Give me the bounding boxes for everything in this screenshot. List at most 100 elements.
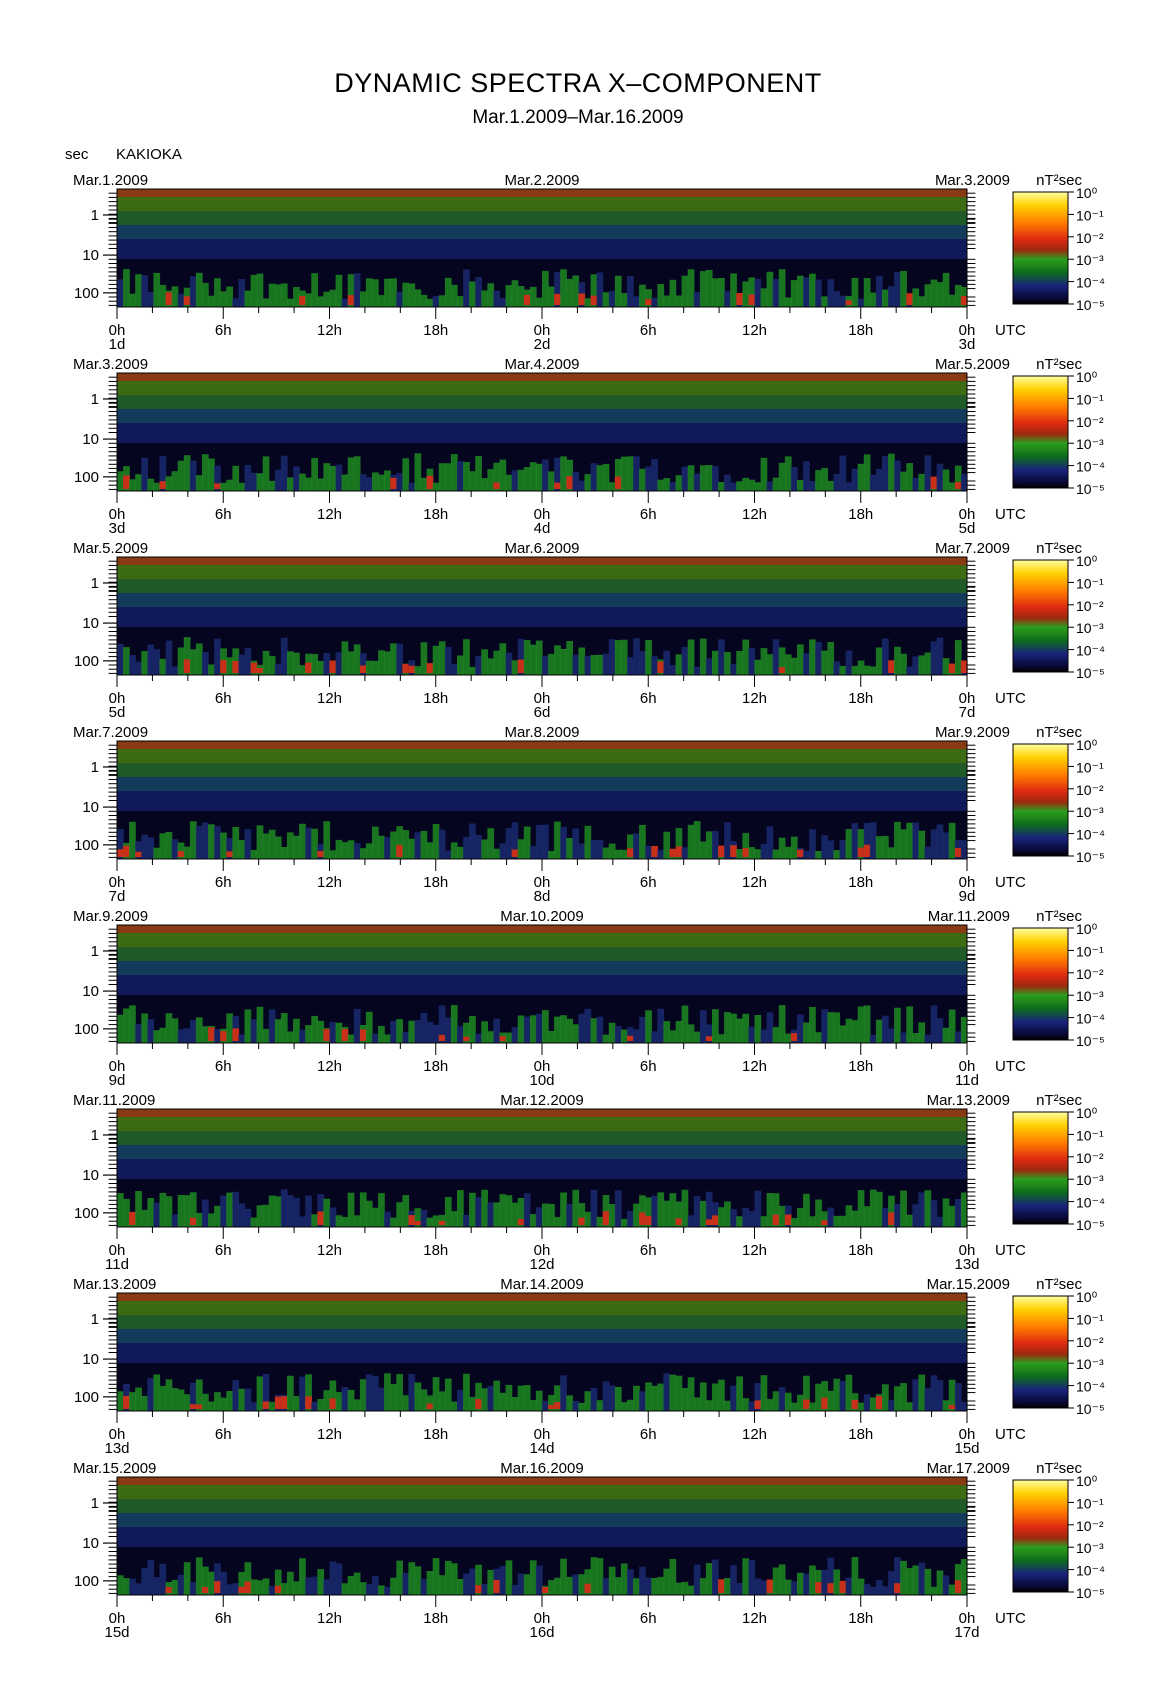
- activity-burst: [450, 1563, 458, 1595]
- activity-burst: [256, 1376, 264, 1411]
- activity-burst: [730, 1565, 737, 1595]
- activity-burst: [566, 1204, 573, 1227]
- activity-burst: [657, 1383, 665, 1411]
- activity-burst: [578, 1013, 586, 1043]
- activity-burst: [390, 1577, 397, 1595]
- activity-burst: [590, 1018, 598, 1043]
- activity-peak: [784, 1214, 792, 1225]
- activity-peak: [651, 846, 658, 857]
- activity-burst: [912, 1565, 920, 1595]
- panel-start-date: Mar.3.2009: [73, 356, 148, 373]
- activity-burst: [311, 828, 318, 859]
- activity-burst: [912, 1379, 920, 1411]
- activity-peak: [602, 1211, 610, 1225]
- activity-burst: [942, 1198, 950, 1227]
- activity-burst: [195, 1379, 203, 1411]
- activity-burst: [189, 1192, 197, 1227]
- activity-burst: [882, 289, 889, 307]
- activity-burst: [754, 1015, 762, 1043]
- activity-burst: [511, 1202, 519, 1227]
- colorbar-unit: nT²sec: [1036, 1092, 1082, 1109]
- activity-burst: [602, 1381, 610, 1411]
- activity-peak: [906, 293, 913, 305]
- activity-burst: [797, 479, 804, 491]
- mid-power-band: [117, 933, 967, 947]
- activity-burst: [760, 1216, 768, 1227]
- activity-burst: [420, 1389, 428, 1411]
- activity-peak: [165, 292, 173, 305]
- activity-burst: [323, 463, 331, 491]
- activity-burst: [712, 650, 719, 675]
- activity-peak: [542, 1587, 549, 1593]
- activity-burst: [942, 1400, 950, 1411]
- activity-burst: [353, 1215, 361, 1227]
- activity-burst: [475, 655, 482, 675]
- activity-peak: [645, 299, 652, 305]
- activity-burst: [317, 478, 325, 491]
- activity-burst: [335, 652, 343, 675]
- activity-burst: [718, 482, 725, 491]
- activity-burst: [353, 456, 361, 491]
- y-tick-label: 1: [91, 1495, 99, 1512]
- activity-burst: [821, 1009, 828, 1043]
- activity-burst: [232, 827, 240, 859]
- activity-peak: [341, 1028, 349, 1041]
- activity-peak: [499, 1036, 507, 1041]
- activity-burst: [226, 657, 233, 675]
- activity-burst: [372, 1376, 379, 1411]
- activity-burst: [487, 1031, 495, 1043]
- activity-peak: [189, 1217, 197, 1225]
- y-tick-label: 10: [82, 1351, 99, 1368]
- activity-peak: [736, 293, 743, 305]
- activity-burst: [736, 651, 743, 675]
- activity-peak: [772, 1214, 780, 1225]
- y-tick-label: 100: [74, 837, 99, 854]
- activity-burst: [517, 839, 525, 859]
- activity-peak: [426, 663, 434, 673]
- panel-start-date: Mar.5.2009: [73, 540, 148, 557]
- day-label: 7d: [109, 888, 126, 905]
- activity-burst: [117, 1575, 124, 1595]
- activity-peak: [639, 1212, 646, 1225]
- high-power-band: [117, 741, 967, 749]
- activity-burst: [226, 286, 233, 307]
- activity-burst: [827, 642, 835, 675]
- x-unit-label: UTC: [995, 874, 1026, 891]
- activity-burst: [202, 1393, 209, 1411]
- activity-burst: [699, 638, 707, 675]
- high-power-band: [117, 557, 967, 565]
- activity-burst: [578, 1574, 586, 1595]
- activity-burst: [123, 1578, 130, 1595]
- activity-burst: [651, 1195, 658, 1227]
- chart-title: DYNAMIC SPECTRA X–COMPONENT: [334, 68, 822, 98]
- activity-burst: [475, 1033, 482, 1043]
- activity-burst: [894, 1386, 901, 1411]
- activity-burst: [936, 637, 944, 675]
- x-tick-label: 12h: [317, 1242, 342, 1259]
- activity-burst: [948, 1205, 956, 1227]
- activity-burst: [372, 1207, 379, 1227]
- activity-burst: [396, 643, 403, 675]
- activity-burst: [839, 1025, 847, 1043]
- activity-burst: [153, 1202, 161, 1227]
- activity-burst: [839, 665, 847, 675]
- activity-burst: [457, 1026, 464, 1043]
- activity-burst: [390, 643, 397, 675]
- activity-burst: [189, 460, 197, 491]
- activity-burst: [141, 1395, 148, 1411]
- activity-burst: [918, 473, 926, 491]
- activity-peak: [948, 1405, 956, 1409]
- activity-burst: [693, 473, 701, 491]
- day-label: 8d: [534, 888, 551, 905]
- activity-burst: [317, 1399, 325, 1411]
- day-label: 17d: [954, 1624, 979, 1641]
- activity-peak: [493, 1580, 501, 1593]
- activity-burst: [784, 297, 792, 307]
- activity-burst: [845, 1374, 853, 1411]
- low-power-band: [117, 1513, 967, 1527]
- activity-burst: [359, 474, 367, 491]
- activity-peak: [845, 300, 853, 305]
- activity-burst: [675, 475, 683, 491]
- activity-burst: [208, 458, 215, 491]
- activity-burst: [936, 1216, 944, 1227]
